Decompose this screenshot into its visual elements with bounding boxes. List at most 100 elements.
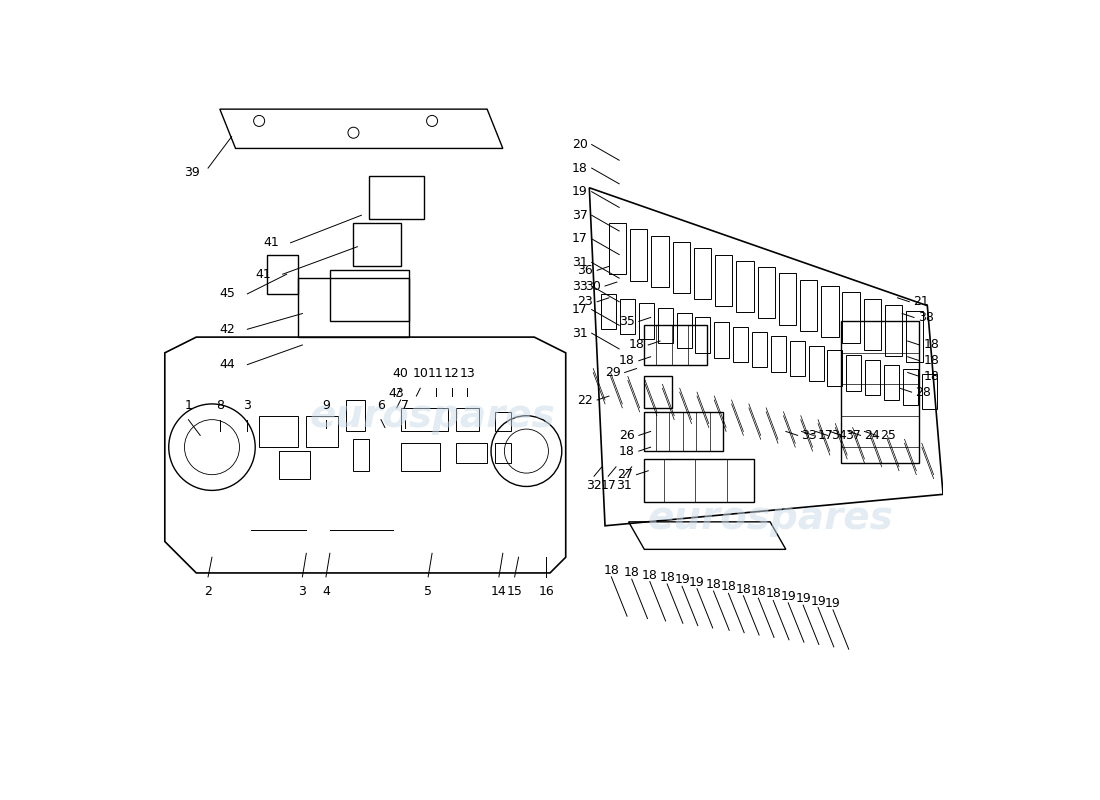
Bar [808,346,824,381]
Text: 12: 12 [444,367,460,380]
Text: 35: 35 [619,315,635,328]
Text: 36: 36 [578,264,593,277]
Bar [345,400,365,431]
Text: 13: 13 [460,367,475,380]
Bar [843,292,860,343]
Text: 19: 19 [825,597,840,610]
Text: 37: 37 [572,209,587,222]
Text: 41: 41 [255,268,271,281]
Text: 5: 5 [425,585,432,598]
Text: 32: 32 [586,478,602,492]
Bar [676,313,692,348]
Text: 43: 43 [388,387,405,400]
Text: 17: 17 [601,478,616,492]
Text: 18: 18 [720,580,736,594]
Bar [866,360,880,395]
Bar [455,408,480,431]
Text: 18: 18 [642,569,658,582]
Text: 27: 27 [617,468,632,481]
Text: 18: 18 [705,578,722,591]
Bar [790,341,805,377]
Text: 40: 40 [393,367,408,380]
Bar [715,254,733,306]
Text: 25: 25 [880,429,896,442]
Text: 45: 45 [220,287,235,300]
Text: 21: 21 [913,295,928,308]
Text: 39: 39 [185,166,200,178]
Bar [620,298,635,334]
Text: 3: 3 [298,585,306,598]
Text: 26: 26 [619,429,635,442]
Bar [822,286,838,337]
Text: 18: 18 [572,162,587,174]
Text: 18: 18 [923,338,939,351]
Text: 17: 17 [572,232,587,246]
Bar [645,377,672,408]
Text: eurospares: eurospares [309,397,556,434]
Bar [771,336,785,372]
Text: 18: 18 [619,445,635,458]
Bar [714,322,729,358]
Text: eurospares: eurospares [647,499,893,537]
Bar [400,408,448,431]
Bar [736,261,754,312]
Bar [639,303,653,338]
Text: 23: 23 [578,295,593,308]
Text: 10: 10 [412,367,428,380]
Text: 18: 18 [619,354,635,367]
Text: 18: 18 [659,571,675,584]
Text: 37: 37 [846,429,861,442]
Bar [645,459,755,502]
Bar [884,305,902,356]
Text: 2: 2 [205,585,212,598]
Text: 18: 18 [604,564,619,577]
Bar [658,308,672,343]
Bar [864,298,881,350]
Bar [846,355,861,390]
Bar [734,327,748,362]
Text: 18: 18 [766,587,781,601]
Text: 18: 18 [628,338,645,351]
Text: 4: 4 [322,585,330,598]
Bar [645,326,707,365]
Text: 19: 19 [811,594,826,607]
Text: 17: 17 [572,303,587,316]
Bar [884,365,899,400]
Text: 11: 11 [428,367,444,380]
Text: 18: 18 [624,566,640,579]
Bar [306,416,338,447]
Text: 24: 24 [865,429,880,442]
Bar [495,443,510,463]
Text: 31: 31 [616,478,631,492]
Text: 33: 33 [802,429,817,442]
Text: 19: 19 [572,185,587,198]
Text: 6: 6 [377,398,385,412]
Bar [630,230,648,281]
Bar [752,332,767,367]
Text: 18: 18 [750,585,767,598]
Bar [758,267,774,318]
Bar [695,318,711,353]
Text: 7: 7 [400,398,408,412]
Bar [694,248,712,299]
Bar [353,439,370,470]
Bar [922,374,937,410]
Bar [827,350,843,386]
Text: 18: 18 [923,370,939,383]
Text: 31: 31 [572,326,587,340]
Text: 29: 29 [605,366,620,379]
Text: 19: 19 [780,590,796,603]
Text: 28: 28 [915,386,932,398]
Bar [609,223,626,274]
Bar [800,280,817,331]
Text: 19: 19 [795,592,811,605]
Bar [495,412,510,431]
Text: 42: 42 [220,322,235,336]
Text: 8: 8 [216,398,223,412]
Text: 22: 22 [578,394,593,406]
Bar [645,412,723,451]
Text: 17: 17 [817,429,833,442]
Bar [906,311,923,362]
Text: 15: 15 [507,585,522,598]
Text: 14: 14 [491,585,507,598]
